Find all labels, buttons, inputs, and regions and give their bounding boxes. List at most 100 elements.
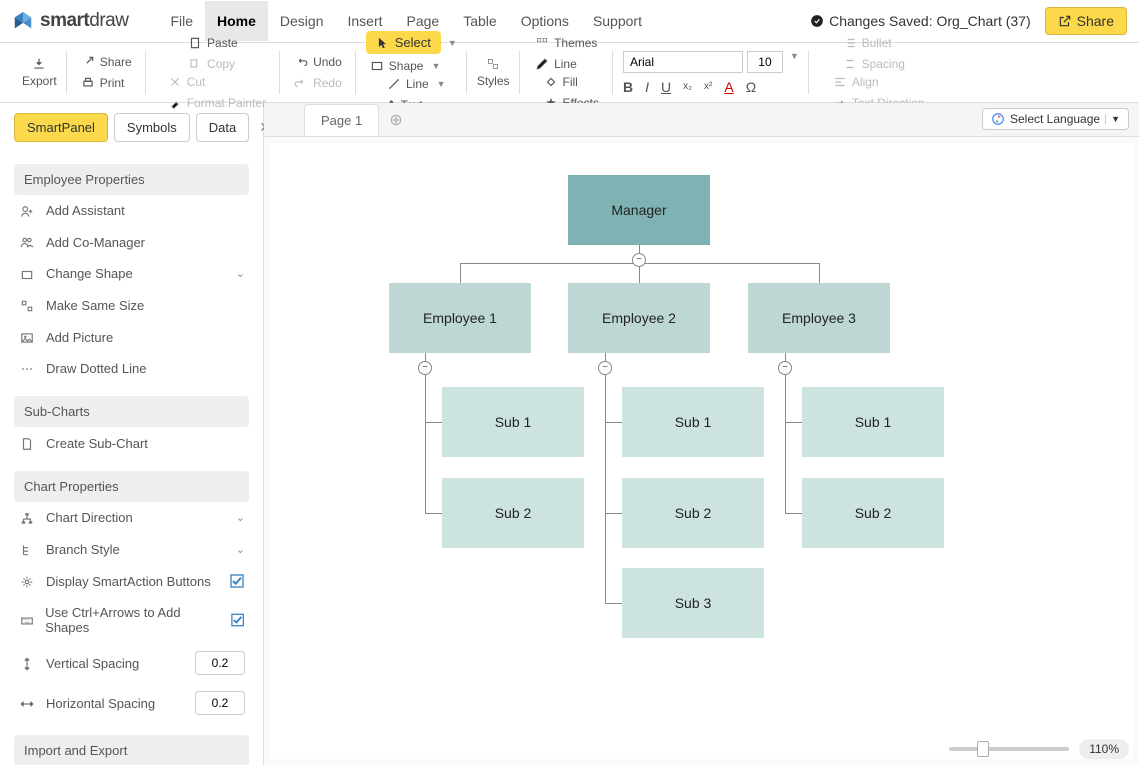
chart-item-2[interactable]: Display SmartAction Buttons [14, 565, 249, 597]
print-button[interactable]: Print [77, 74, 136, 92]
chart-item-5[interactable]: Horizontal Spacing [14, 683, 249, 723]
share-button[interactable]: Share [1045, 7, 1127, 35]
ribbon: Export Share Print Paste Copy Cut Format… [0, 43, 1139, 103]
section-emp: Employee Properties [14, 164, 249, 195]
format-painter-button[interactable]: Format Painter [164, 94, 270, 112]
menu-table[interactable]: Table [451, 1, 508, 41]
emp-item-3[interactable]: Make Same Size [14, 290, 249, 322]
logo-text: smartdraw [40, 10, 128, 32]
align-button[interactable]: Align [829, 73, 929, 91]
sidebar-tab-data[interactable]: Data [196, 113, 249, 142]
chart-item-input-5[interactable] [195, 691, 245, 715]
line-tool-button[interactable]: Line▼ [383, 75, 450, 93]
save-status: Changes Saved: Org_Chart (37) [810, 13, 1031, 29]
chart-item-0[interactable]: Chart Direction⌄ [14, 502, 249, 534]
undo-icon [294, 55, 308, 69]
italic-button[interactable]: I [645, 79, 649, 95]
styles-icon [486, 57, 500, 71]
shape-icon [18, 266, 36, 282]
share-icon [81, 55, 95, 69]
bold-button[interactable]: B [623, 79, 633, 95]
org-node-e1[interactable]: Employee 1 [389, 283, 531, 353]
undo-button[interactable]: Undo [290, 53, 346, 71]
emp-item-4[interactable]: Add Picture [14, 321, 249, 353]
emp-item-0[interactable]: Add Assistant [14, 195, 249, 227]
org-node-s23[interactable]: Sub 3 [622, 568, 764, 638]
list-icon [843, 36, 857, 50]
sidebar-tab-symbols[interactable]: Symbols [114, 113, 190, 142]
subscript-button[interactable]: x₂ [683, 81, 692, 92]
zoom-slider[interactable] [949, 747, 1069, 751]
collapse-btn-0[interactable]: − [632, 253, 646, 267]
chart-item-4[interactable]: Vertical Spacing [14, 643, 249, 683]
section-import: Import and Export [14, 735, 249, 765]
shape-tool-button[interactable]: Shape▼ [366, 57, 457, 75]
collapse-btn-1[interactable]: − [418, 361, 432, 375]
align-icon [833, 75, 847, 89]
add-page-button[interactable]: ⊕ [389, 110, 402, 130]
share-ribbon-button[interactable]: Share [77, 53, 136, 71]
underline-button[interactable]: U [661, 79, 671, 95]
org-node-s12[interactable]: Sub 2 [442, 478, 584, 548]
chart-item-input-4[interactable] [195, 651, 245, 675]
org-node-s32[interactable]: Sub 2 [802, 478, 944, 548]
connector [785, 422, 802, 423]
clipboard-icon [188, 36, 202, 50]
checkbox-checked-icon[interactable] [230, 612, 245, 628]
sub-item-0[interactable]: Create Sub-Chart [14, 427, 249, 459]
omega-button[interactable]: Ω [746, 79, 756, 95]
font-color-button[interactable]: A [724, 79, 733, 95]
share-icon [1058, 14, 1072, 28]
section-chart: Chart Properties [14, 471, 249, 502]
line-style-button[interactable]: Line [531, 55, 601, 73]
connector [785, 513, 802, 514]
tree-icon [18, 510, 36, 526]
select-caret[interactable]: ▼ [448, 38, 457, 48]
canvas[interactable]: Manager Employee 1 Employee 2 Employee 3 Sub… [270, 143, 1133, 759]
export-button[interactable]: Export [22, 57, 57, 88]
redo-button[interactable]: Redo [290, 74, 346, 92]
keyboard-icon [18, 612, 35, 628]
zoom-handle[interactable] [977, 741, 989, 757]
styles-button[interactable]: Styles [477, 57, 510, 88]
cursor-icon [376, 36, 390, 50]
font-size-select[interactable] [747, 51, 783, 73]
org-node-e3[interactable]: Employee 3 [748, 283, 890, 353]
chevron-down-icon: ⌄ [236, 511, 245, 524]
copy-button[interactable]: Copy [184, 55, 242, 73]
emp-item-5[interactable]: Draw Dotted Line [14, 353, 249, 385]
org-node-s31[interactable]: Sub 1 [802, 387, 944, 457]
cut-button[interactable]: Cut [164, 73, 270, 91]
chart-item-1[interactable]: Branch Style⌄ [14, 534, 249, 566]
user-plus-icon [18, 203, 36, 219]
org-node-e2[interactable]: Employee 2 [568, 283, 710, 353]
emp-item-2[interactable]: Change Shape⌄ [14, 258, 249, 290]
bullet-button[interactable]: Bullet [839, 34, 909, 52]
collapse-btn-3[interactable]: − [778, 361, 792, 375]
fill-button[interactable]: Fill [540, 73, 603, 91]
org-node-s11[interactable]: Sub 1 [442, 387, 584, 457]
checkbox-checked-icon[interactable] [229, 573, 245, 589]
spacing-icon [843, 57, 857, 71]
collapse-btn-2[interactable]: − [598, 361, 612, 375]
font-family-select[interactable] [623, 51, 743, 73]
menu-design[interactable]: Design [268, 1, 336, 41]
page-tab-1[interactable]: Page 1 [304, 104, 379, 136]
sidebar-tab-smartpanel[interactable]: SmartPanel [14, 113, 108, 142]
gear-icon [18, 573, 36, 589]
org-node-s21[interactable]: Sub 1 [622, 387, 764, 457]
themes-button[interactable]: Themes [531, 34, 601, 52]
emp-item-1[interactable]: Add Co-Manager [14, 227, 249, 259]
doc-icon [18, 435, 36, 451]
spacing-button[interactable]: Spacing [839, 55, 909, 73]
pencil-icon [535, 57, 549, 71]
users-icon [18, 235, 36, 251]
chart-item-3[interactable]: Use Ctrl+Arrows to Add Shapes [14, 597, 249, 643]
language-select[interactable]: Select Language ▼ [982, 108, 1129, 130]
org-node-s22[interactable]: Sub 2 [622, 478, 764, 548]
org-node-mgr[interactable]: Manager [568, 175, 710, 245]
paste-button[interactable]: Paste [184, 34, 242, 52]
superscript-button[interactable]: x² [704, 81, 712, 92]
check-circle-icon [810, 14, 824, 28]
select-tool-button[interactable]: Select [366, 31, 441, 54]
